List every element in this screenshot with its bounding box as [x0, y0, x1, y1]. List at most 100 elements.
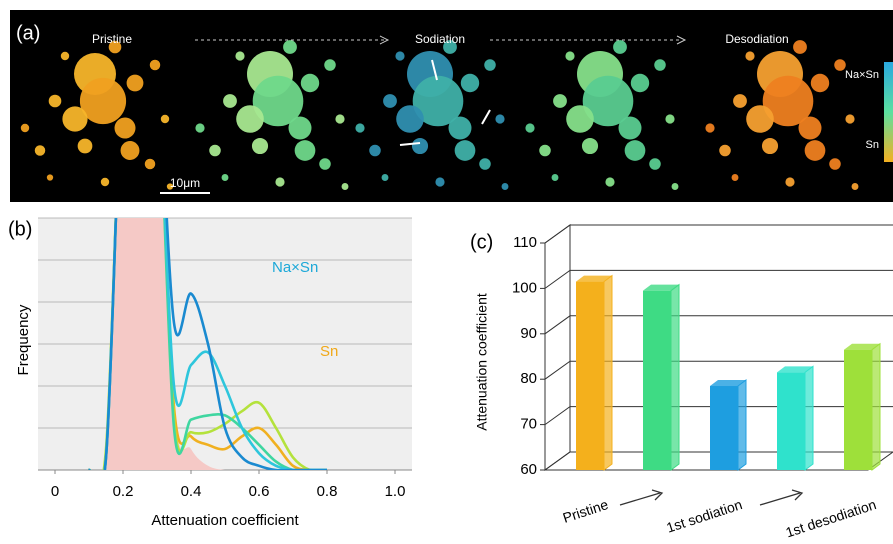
y-tick-label: 80 [520, 370, 537, 387]
bar-side [804, 365, 814, 471]
particle [396, 105, 424, 133]
bar-side [670, 283, 680, 471]
particle [793, 40, 807, 54]
particle [613, 40, 627, 54]
panel-label: (a) [16, 22, 40, 44]
curve [87, 218, 327, 470]
particle [785, 177, 795, 187]
particle [582, 75, 634, 127]
particle [484, 59, 496, 71]
particle [319, 158, 331, 170]
grid-line [544, 224, 893, 244]
x-tick-label: 0.8 [317, 483, 338, 500]
bar-front [844, 349, 872, 470]
arrow [759, 489, 804, 506]
back-wall [544, 224, 571, 471]
bar-top [576, 275, 612, 282]
particle [460, 73, 480, 93]
x-axis-label: Attenuation coefficient [151, 512, 299, 529]
stage-label: Pristine [92, 32, 132, 46]
colorbar [884, 62, 893, 162]
x-tick-label: 1st sodiation [664, 496, 744, 536]
particle [166, 183, 174, 190]
particle [60, 51, 70, 61]
particle [539, 144, 551, 157]
particle [829, 158, 841, 170]
particle [665, 114, 675, 124]
stage-label: Sodiation [415, 32, 465, 46]
particle [618, 116, 642, 140]
particle [834, 59, 846, 71]
particle [731, 174, 739, 181]
arrow-head [379, 35, 390, 45]
particle [160, 114, 170, 124]
bar-top [710, 380, 746, 387]
particle [435, 177, 445, 187]
x-tick-label: 1.0 [385, 483, 406, 500]
particle [283, 40, 297, 54]
pointer-arrow [431, 59, 438, 81]
arrow-head [676, 35, 687, 45]
panel-label: (c) [470, 231, 493, 253]
y-tick-label: 60 [520, 461, 537, 478]
y-axis-label: Frequency [15, 304, 32, 375]
particle [565, 51, 575, 61]
particle [630, 73, 650, 93]
curve [87, 218, 327, 470]
particle [383, 94, 397, 108]
bar-front [710, 386, 738, 470]
curve [87, 218, 327, 470]
panel-label: (b) [8, 218, 32, 240]
stage-label: Desodiation [725, 32, 788, 46]
particle [209, 144, 221, 157]
grid-line [544, 315, 893, 335]
particle [745, 51, 755, 61]
particle [845, 114, 855, 124]
bar-side [871, 342, 881, 471]
particle [294, 140, 316, 161]
pointer-arrow [399, 142, 421, 146]
y-tick-label: 90 [520, 325, 537, 342]
x-tick-label: 0.2 [113, 483, 134, 500]
particle [79, 77, 127, 125]
bar-top [643, 284, 679, 291]
particle [719, 144, 731, 157]
particle [810, 73, 830, 93]
particle [77, 138, 93, 154]
particle [443, 40, 457, 54]
particle [525, 123, 535, 133]
particle [411, 137, 429, 155]
reference-area [89, 218, 327, 470]
particle [553, 94, 567, 108]
particle [120, 141, 140, 160]
bar-front [643, 290, 671, 470]
particle [324, 59, 336, 71]
particle [671, 183, 679, 190]
particle [114, 117, 136, 139]
colorbar-label: Sn [866, 139, 879, 151]
particle [355, 123, 365, 133]
particle [300, 73, 320, 93]
particle [251, 137, 269, 155]
particle [624, 140, 646, 161]
particle [605, 177, 615, 187]
particle [223, 94, 237, 108]
particle [149, 59, 161, 71]
arrow [619, 489, 664, 506]
particle [46, 174, 54, 181]
particle [252, 75, 304, 127]
particle [495, 114, 505, 124]
y-tick-label: 110 [513, 234, 537, 251]
bar-front [576, 281, 604, 470]
particle [705, 123, 715, 133]
particle [448, 116, 472, 140]
particle [761, 137, 779, 155]
particle [369, 144, 381, 157]
colorbar-label: Na×Sn [845, 69, 879, 81]
particle [804, 140, 826, 161]
bar-top [844, 343, 880, 350]
particle [275, 177, 285, 187]
particle [454, 140, 476, 161]
x-tick-label: 1st desodiation [784, 496, 879, 540]
